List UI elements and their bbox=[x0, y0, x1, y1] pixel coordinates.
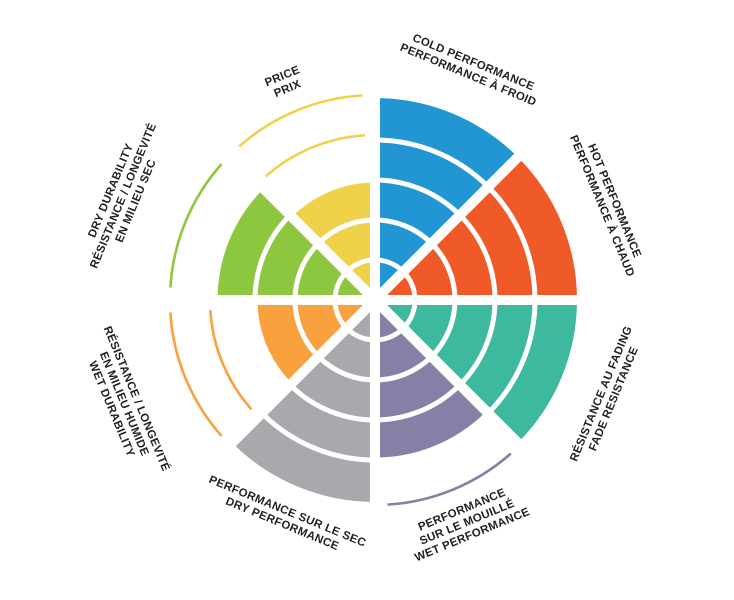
grid-spoke-5 bbox=[224, 296, 379, 451]
grid-spoke-3 bbox=[371, 296, 526, 451]
grid-spoke-1 bbox=[371, 149, 526, 304]
sector-fill-dry-performance bbox=[232, 300, 375, 502]
sector-fill-fade-resistance bbox=[375, 300, 577, 443]
hub-circle bbox=[364, 289, 386, 311]
grid-spoke-7 bbox=[224, 149, 379, 304]
outline-arc-price-ring4 bbox=[264, 134, 366, 178]
outline-arc-wet-durability-ring4 bbox=[209, 309, 253, 411]
sector-fill-wet-performance bbox=[375, 300, 489, 460]
outline-arc-wet-performance-ring5 bbox=[387, 452, 512, 506]
sector-fill-price bbox=[290, 180, 375, 300]
sector-fill-hot-performance bbox=[375, 157, 577, 300]
outline-arc-price-ring5 bbox=[238, 94, 363, 148]
outline-arc-dry-durability-ring5 bbox=[169, 163, 223, 288]
sector-fill-dry-durability bbox=[215, 186, 375, 300]
outline-arc-wet-durability-ring5 bbox=[169, 312, 223, 437]
sector-fill-cold-performance bbox=[375, 98, 518, 300]
sector-fill-wet-durability bbox=[255, 300, 375, 385]
